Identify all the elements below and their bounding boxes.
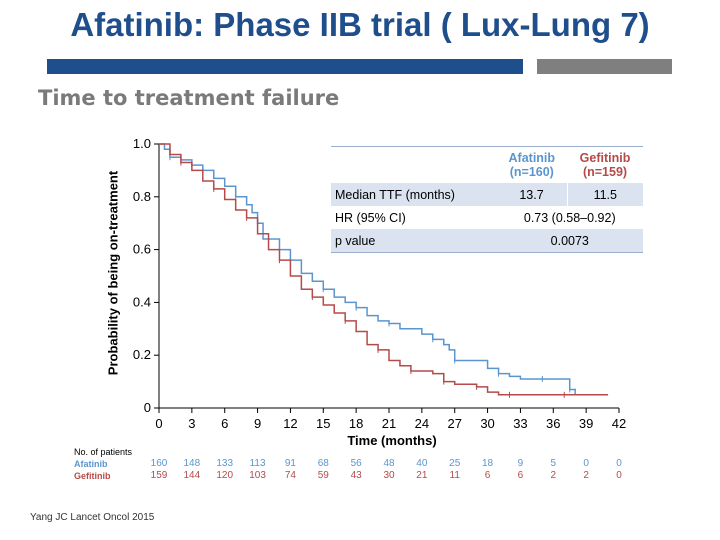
x-tick-label: 9 xyxy=(254,416,261,431)
risk-label-afatinib: Afatinib xyxy=(74,459,108,469)
pvalue-value: 0.0073 xyxy=(496,229,643,253)
risk-count-afatinib: 18 xyxy=(482,458,494,469)
x-tick-label: 36 xyxy=(546,416,560,431)
y-tick-label: 1.0 xyxy=(133,136,151,151)
hr-value: 0.73 (0.58–0.92) xyxy=(523,210,616,225)
x-tick-label: 15 xyxy=(316,416,330,431)
risk-count-afatinib: 91 xyxy=(284,458,296,469)
table-header-row: Afatinib (n=160) Gefitinib (n=159) xyxy=(331,146,643,183)
risk-count-gefitinib: 43 xyxy=(350,470,362,481)
risk-count-afatinib: 40 xyxy=(416,458,428,469)
x-tick-label: 39 xyxy=(579,416,593,431)
risk-count-gefitinib: 2 xyxy=(550,470,557,481)
risk-count-gefitinib: 30 xyxy=(383,470,395,481)
risk-count-afatinib: 56 xyxy=(350,458,362,469)
title-underline-bar-grey xyxy=(537,59,672,74)
row-label-median: Median TTF (months) xyxy=(331,183,497,206)
citation: Yang JC Lancet Oncol 2015 xyxy=(30,512,155,523)
risk-count-afatinib: 5 xyxy=(550,458,557,469)
chart-curves xyxy=(159,143,609,398)
risk-count-gefitinib: 2 xyxy=(583,470,589,481)
risk-count-gefitinib: 120 xyxy=(216,470,234,481)
risk-count-afatinib: 68 xyxy=(317,458,329,469)
risk-count-gefitinib: 21 xyxy=(416,470,428,481)
chart-tick-labels: 0 3 6 9 12 15 18 21 24 27 30 33 36 39 4200.20.40.60.81… xyxy=(133,136,626,431)
x-tick-label: 3 xyxy=(188,416,195,431)
risk-count-afatinib: 113 xyxy=(249,458,266,469)
y-tick-label: 0.6 xyxy=(133,242,151,257)
risk-count-gefitinib: 103 xyxy=(249,470,266,481)
x-tick-label: 33 xyxy=(513,416,527,431)
x-tick-label: 30 xyxy=(480,416,494,431)
table-header-empty xyxy=(331,146,497,183)
table-row-median: Median TTF (months) 13.7 11.5 xyxy=(331,183,643,206)
title-underline-bar-blue xyxy=(47,59,523,74)
table-row-hr: HR (95% CI) 0.73 (0.58–0.92) xyxy=(331,206,643,229)
risk-count-afatinib: 0 xyxy=(616,458,622,469)
x-axis-label: Time (months) xyxy=(347,433,437,448)
risk-label-gefitinib: Gefitinib xyxy=(74,471,111,481)
median-afatinib: 13.7 xyxy=(496,183,568,206)
x-tick-label: 0 xyxy=(155,416,162,431)
afatinib-header-n: (n=160) xyxy=(509,165,554,179)
risk-count-gefitinib: 0 xyxy=(616,470,622,481)
slide-subtitle: Time to treatment failure xyxy=(38,86,340,110)
afatinib-header: Afatinib (n=160) xyxy=(496,146,568,183)
x-tick-label: 12 xyxy=(283,416,297,431)
ttf-summary-table: Afatinib (n=160) Gefitinib (n=159) Media… xyxy=(331,146,643,253)
risk-count-gefitinib: 11 xyxy=(449,470,460,481)
risk-count-gefitinib: 6 xyxy=(517,470,524,481)
gefitinib-header-n: (n=159) xyxy=(582,165,628,179)
x-tick-label: 24 xyxy=(415,416,429,431)
gefitinib-header: Gefitinib (n=159) xyxy=(567,146,643,183)
x-tick-label: 27 xyxy=(447,416,461,431)
risk-count-afatinib: 160 xyxy=(150,458,168,469)
table-row-pvalue: p value 0.0073 xyxy=(331,229,643,253)
risk-count-afatinib: 148 xyxy=(183,458,201,469)
slide-title: Afatinib: Phase IIB trial ( Lux-Lung 7) xyxy=(70,6,650,43)
y-tick-label: 0.2 xyxy=(133,347,151,362)
y-tick-label: 0.8 xyxy=(133,189,151,204)
risk-count-gefitinib: 144 xyxy=(183,470,201,481)
x-tick-label: 21 xyxy=(382,416,396,431)
risk-count-afatinib: 133 xyxy=(216,458,234,469)
y-tick-label: 0.4 xyxy=(133,294,151,309)
afatinib-header-name: Afatinib xyxy=(508,151,556,165)
risk-count-afatinib: 48 xyxy=(383,458,395,469)
risk-count-gefitinib: 159 xyxy=(150,470,168,481)
x-tick-label: 42 xyxy=(612,416,626,431)
median-gefitinib: 11.5 xyxy=(567,183,643,206)
risk-count-gefitinib: 74 xyxy=(284,470,296,481)
risk-table-title: No. of patients xyxy=(74,447,133,457)
chart-axes xyxy=(154,143,620,413)
row-label-hr: HR (95% CI) xyxy=(335,210,406,225)
row-label-pvalue: p value xyxy=(331,229,497,253)
y-tick-label: 0 xyxy=(144,400,151,415)
risk-count-afatinib: 0 xyxy=(583,458,589,469)
risk-count-afatinib: 25 xyxy=(449,458,461,469)
x-tick-label: 18 xyxy=(349,416,363,431)
gefitinib-header-name: Gefitinib xyxy=(579,151,631,165)
y-axis-label: Probability of being on-treatment xyxy=(105,170,121,376)
risk-count-gefitinib: 59 xyxy=(317,470,329,481)
risk-count-gefitinib: 6 xyxy=(484,470,491,481)
risk-count-afatinib: 9 xyxy=(517,458,524,469)
x-tick-label: 6 xyxy=(221,416,228,431)
